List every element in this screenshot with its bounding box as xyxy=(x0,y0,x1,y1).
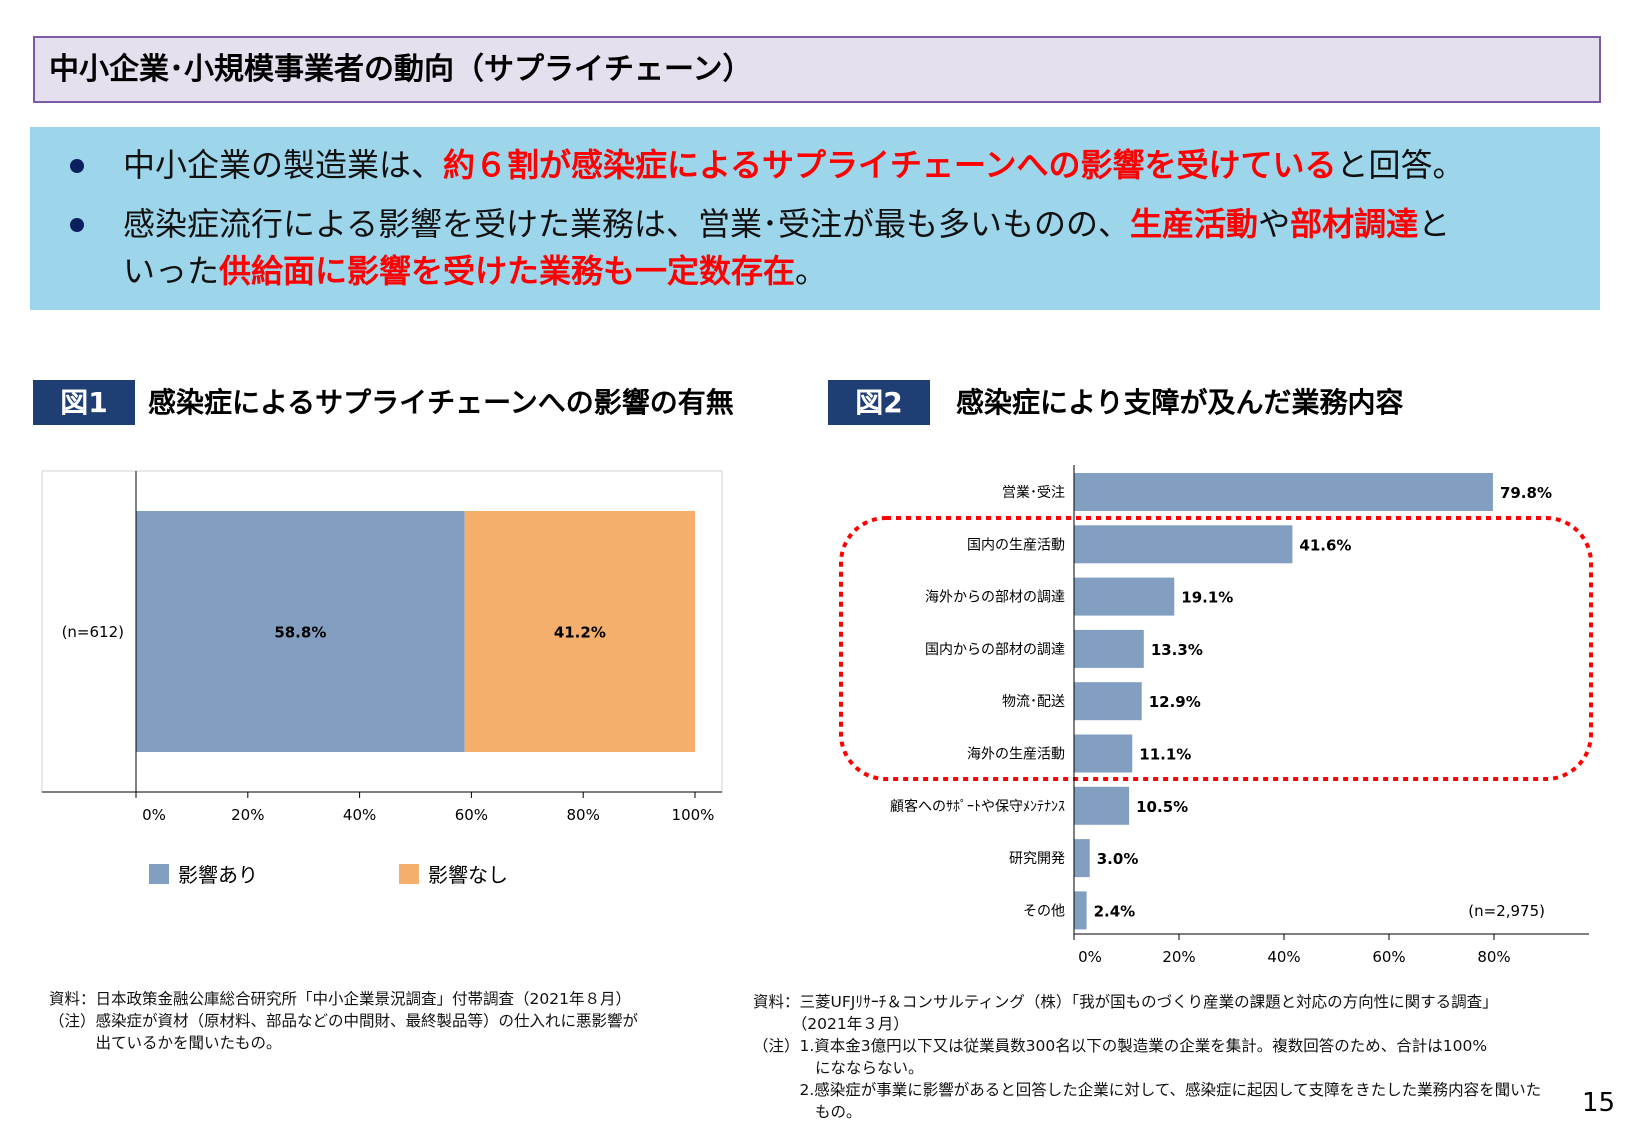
bar xyxy=(1074,891,1087,930)
data-label: 41.6% xyxy=(1299,536,1351,554)
footnote-line: （2021年３月） xyxy=(753,1015,909,1033)
footnote-line: になならない。 xyxy=(753,1059,924,1077)
data-label: 19.1% xyxy=(1181,589,1233,607)
data-label: 10.5% xyxy=(1136,798,1188,816)
x-tick-label: 80% xyxy=(567,806,600,824)
category-label: 研究開発 xyxy=(1009,851,1065,867)
category-label: (n=612) xyxy=(62,623,124,641)
highlight-text: 約６割が感染症によるサプライチェーンへの影響を受けている xyxy=(443,146,1337,184)
summary-bullet-1: 中小企業の製造業は、約６割が感染症によるサプライチェーンへの影響を受けていると回… xyxy=(123,141,1464,189)
category-label: 国内の生産活動 xyxy=(967,537,1065,553)
footnote-line: 出ているかを聞いたもの。 xyxy=(49,1034,282,1052)
fig1-chart: 58.8% 41.2% 0% 20% 40% 60% 80% 100% (n=612) 影響あり 影… xyxy=(41,470,723,887)
page-number: 15 xyxy=(1582,1088,1616,1118)
footnote-right: 資料：三菱UFJﾘｻｰﾁ＆コンサルティング（株）「我が国ものづくり産業の課題と対… xyxy=(753,991,1541,1123)
page-title: 中小企業･小規模事業者の動向（サプライチェーン） xyxy=(33,36,1601,103)
category-label: 顧客へのｻﾎﾟｰﾄや保守ﾒﾝﾃﾅﾝｽ xyxy=(890,798,1065,815)
bar xyxy=(1074,525,1293,564)
x-tick-label: 0% xyxy=(1078,948,1102,966)
category-label: 海外からの部材の調達 xyxy=(925,590,1065,606)
text: と回答。 xyxy=(1336,146,1465,184)
x-tick-label: 40% xyxy=(1267,948,1300,966)
bar xyxy=(1074,682,1142,721)
category-label: 国内からの部材の調達 xyxy=(925,642,1065,658)
text: 感染症流行による影響を受けた業務は、営業･受注が最も多いものの、 xyxy=(123,205,1131,243)
legend-swatch xyxy=(149,864,169,884)
sample-size-annotation: (n=2,975) xyxy=(1468,902,1545,920)
data-label: 2.4% xyxy=(1094,902,1136,920)
legend-label: 影響あり xyxy=(178,863,258,887)
data-label: 41.2% xyxy=(554,624,606,642)
bar xyxy=(1074,839,1090,878)
x-tick-label: 20% xyxy=(1162,948,1195,966)
bullet-icon xyxy=(70,218,84,232)
bar xyxy=(1074,629,1144,668)
bar xyxy=(1074,577,1175,616)
fig2-chart: 営業･受注 79.8% 国内の生産活動 41.6% 海外からの部材の調達 19.1% 国内か… xyxy=(839,465,1593,966)
highlight-dotted-box xyxy=(839,516,1593,781)
bullet-icon xyxy=(70,159,84,173)
footnote-line: 資料：日本政策金融公庫総合研究所「中小企業景況調査」付帯調査（2021年８月） xyxy=(49,990,631,1008)
data-label: 12.9% xyxy=(1149,693,1201,711)
text: 。 xyxy=(795,252,828,290)
footnote-line: もの。 xyxy=(753,1103,862,1121)
fig2-label: 図2 xyxy=(828,380,930,425)
category-label: その他 xyxy=(1023,903,1065,919)
category-label: 海外の生産活動 xyxy=(967,747,1065,763)
data-label: 3.0% xyxy=(1097,850,1139,868)
x-tick-label: 100% xyxy=(672,806,715,824)
highlight-text: 部材調達 xyxy=(1290,205,1419,243)
category-label: 営業･受注 xyxy=(1002,485,1065,501)
summary-box: 中小企業の製造業は、約６割が感染症によるサプライチェーンへの影響を受けていると回… xyxy=(30,127,1600,310)
highlight-text: 供給面に影響を受けた業務も一定数存在 xyxy=(219,252,796,290)
bar xyxy=(1074,473,1493,511)
footnote-left: 資料：日本政策金融公庫総合研究所「中小企業景況調査」付帯調査（2021年８月） … xyxy=(49,988,638,1054)
bar-segment xyxy=(136,511,465,752)
x-tick-label: 60% xyxy=(1372,948,1405,966)
highlight-text: 生産活動 xyxy=(1130,205,1259,243)
footnote-line: 資料：三菱UFJﾘｻｰﾁ＆コンサルティング（株）「我が国ものづくり産業の課題と対… xyxy=(753,993,1498,1011)
fig1-title: 感染症によるサプライチェーンへの影響の有無 xyxy=(148,386,734,419)
data-label: 79.8% xyxy=(1500,484,1552,502)
summary-bullet-2-line2: いった供給面に影響を受けた業務も一定数存在。 xyxy=(123,247,827,295)
text: 中小企業の製造業は、 xyxy=(123,146,444,184)
legend-label: 影響なし xyxy=(428,863,508,887)
text: いった xyxy=(123,252,220,290)
legend-swatch xyxy=(399,864,419,884)
text: や xyxy=(1258,205,1291,243)
x-tick-label: 60% xyxy=(455,806,488,824)
footnote-line: （注）1.資本金3億円以下又は従業員数300名以下の製造業の企業を集計。複数回答… xyxy=(753,1037,1488,1055)
footnote-line: 2.感染症が事業に影響があると回答した企業に対して、感染症に起因して支障をきたし… xyxy=(753,1081,1542,1099)
x-tick-label: 20% xyxy=(231,806,264,824)
text: と xyxy=(1418,205,1451,243)
category-label: 物流･配送 xyxy=(1002,694,1065,710)
x-tick-label: 80% xyxy=(1477,948,1510,966)
x-tick-label: 0% xyxy=(142,806,166,824)
bar xyxy=(1074,786,1130,825)
x-tick-label: 40% xyxy=(343,806,376,824)
data-label: 13.3% xyxy=(1151,641,1203,659)
bar xyxy=(1074,734,1133,773)
fig2-title: 感染症により支障が及んだ業務内容 xyxy=(956,386,1404,419)
data-label: 58.8% xyxy=(274,624,326,642)
footnote-line: （注）感染症が資材（原材料、部品などの中間財、最終製品等）の仕入れに悪影響が xyxy=(49,1012,639,1030)
data-label: 11.1% xyxy=(1139,746,1191,764)
bar-segment xyxy=(464,511,695,752)
fig1-label: 図1 xyxy=(33,380,135,425)
summary-bullet-2: 感染症流行による影響を受けた業務は、営業･受注が最も多いものの、生産活動や部材調… xyxy=(123,200,1450,248)
